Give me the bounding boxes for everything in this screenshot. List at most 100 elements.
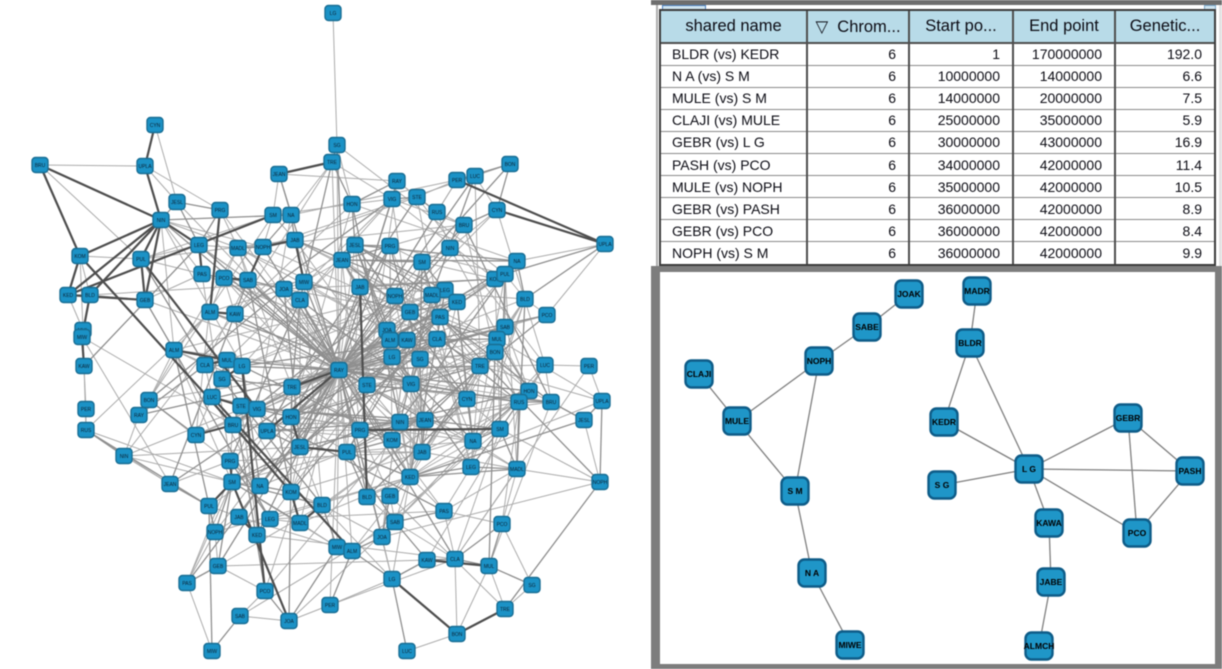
svg-text:LEG: LEG bbox=[194, 243, 204, 249]
svg-text:JAB: JAB bbox=[417, 450, 427, 456]
svg-text:NOPH: NOPH bbox=[388, 294, 403, 300]
svg-text:SAB: SAB bbox=[235, 614, 246, 620]
svg-text:KOM: KOM bbox=[285, 490, 296, 496]
svg-text:PER: PER bbox=[584, 364, 595, 370]
svg-text:UPLA: UPLA bbox=[138, 164, 152, 170]
svg-text:BLD: BLD bbox=[520, 297, 530, 303]
svg-text:JOA: JOA bbox=[382, 328, 392, 334]
svg-text:HON: HON bbox=[285, 415, 297, 421]
svg-text:MIW: MIW bbox=[299, 280, 310, 286]
svg-text:LG: LG bbox=[330, 11, 337, 17]
svg-text:SM: SM bbox=[496, 427, 504, 433]
svg-text:MUL: MUL bbox=[492, 337, 503, 343]
svg-text:JESL: JESL bbox=[349, 243, 361, 249]
svg-text:PER: PER bbox=[325, 603, 336, 609]
svg-text:BON: BON bbox=[452, 632, 463, 638]
svg-text:KAW: KAW bbox=[401, 338, 412, 344]
svg-text:BLD: BLD bbox=[362, 495, 372, 501]
svg-text:PUL: PUL bbox=[204, 504, 214, 510]
svg-text:ALM: ALM bbox=[169, 348, 179, 354]
svg-text:KED: KED bbox=[252, 533, 263, 539]
svg-text:NOPH: NOPH bbox=[208, 530, 223, 536]
svg-text:LUC: LUC bbox=[402, 649, 412, 655]
svg-text:VIG: VIG bbox=[407, 382, 416, 388]
svg-text:NOPH: NOPH bbox=[807, 356, 832, 366]
svg-text:PCO: PCO bbox=[1128, 528, 1147, 538]
svg-text:JOA: JOA bbox=[377, 535, 387, 541]
svg-text:PUL: PUL bbox=[342, 450, 352, 456]
svg-text:TRE: TRE bbox=[475, 364, 486, 370]
svg-text:BLDR: BLDR bbox=[958, 338, 982, 348]
svg-text:JOAK: JOAK bbox=[897, 289, 921, 299]
svg-text:SG: SG bbox=[528, 583, 535, 589]
svg-text:STE: STE bbox=[362, 383, 372, 389]
svg-text:HON: HON bbox=[523, 389, 535, 395]
svg-text:JEAN: JEAN bbox=[273, 172, 286, 178]
svg-text:CYN: CYN bbox=[191, 433, 202, 439]
svg-text:CLA: CLA bbox=[450, 557, 460, 563]
svg-text:MIWE: MIWE bbox=[838, 640, 861, 650]
svg-text:S G: S G bbox=[935, 480, 950, 490]
svg-text:PASH: PASH bbox=[1179, 466, 1202, 476]
svg-text:BRU: BRU bbox=[459, 223, 470, 229]
svg-text:CLA: CLA bbox=[200, 363, 210, 369]
svg-text:HON: HON bbox=[346, 202, 358, 208]
svg-text:LEG: LEG bbox=[466, 465, 476, 471]
svg-text:MADL: MADL bbox=[425, 293, 439, 299]
svg-text:NIN: NIN bbox=[446, 246, 455, 252]
svg-text:GEB: GEB bbox=[213, 564, 224, 570]
svg-text:NA: NA bbox=[514, 259, 522, 265]
svg-text:ALM: ALM bbox=[347, 549, 357, 555]
svg-text:CYN: CYN bbox=[492, 208, 503, 214]
svg-text:CLA: CLA bbox=[432, 337, 442, 343]
svg-text:BRU: BRU bbox=[228, 423, 239, 429]
svg-text:PAS: PAS bbox=[197, 272, 207, 278]
svg-text:MADR: MADR bbox=[964, 286, 990, 296]
svg-text:BRU: BRU bbox=[546, 400, 557, 406]
svg-text:LEG: LEG bbox=[440, 288, 450, 294]
svg-text:TRE: TRE bbox=[287, 385, 298, 391]
svg-text:NIN: NIN bbox=[396, 420, 405, 426]
svg-text:PCO: PCO bbox=[542, 313, 553, 319]
svg-text:MADL: MADL bbox=[231, 246, 245, 252]
svg-text:NOPH: NOPH bbox=[256, 245, 271, 251]
svg-text:KOM: KOM bbox=[74, 254, 85, 260]
svg-text:PCO: PCO bbox=[219, 276, 230, 282]
svg-text:KAW: KAW bbox=[229, 312, 240, 318]
svg-text:S M: S M bbox=[787, 486, 802, 496]
svg-text:GEB: GEB bbox=[405, 310, 416, 316]
svg-text:PRG: PRG bbox=[215, 208, 226, 214]
svg-text:L G: L G bbox=[1022, 464, 1036, 474]
svg-text:RUS: RUS bbox=[514, 400, 525, 406]
svg-text:JESL: JESL bbox=[578, 418, 590, 424]
svg-text:TRE: TRE bbox=[500, 607, 511, 613]
svg-text:KED: KED bbox=[63, 293, 74, 299]
svg-text:PCO: PCO bbox=[497, 522, 508, 528]
svg-text:SG: SG bbox=[218, 377, 225, 383]
svg-text:RAY: RAY bbox=[392, 179, 403, 185]
svg-text:GEB: GEB bbox=[140, 298, 151, 304]
svg-text:KEDR: KEDR bbox=[932, 417, 956, 427]
svg-text:STE: STE bbox=[236, 404, 246, 410]
svg-text:VIG: VIG bbox=[388, 197, 397, 203]
svg-text:ALM: ALM bbox=[385, 338, 395, 344]
svg-text:SG: SG bbox=[333, 143, 340, 149]
svg-text:SAB: SAB bbox=[390, 520, 401, 526]
svg-text:MADL: MADL bbox=[510, 467, 524, 473]
svg-text:N A: N A bbox=[805, 568, 819, 578]
svg-text:BON: BON bbox=[505, 162, 516, 168]
svg-text:UPLA: UPLA bbox=[260, 429, 274, 435]
svg-text:LEG: LEG bbox=[265, 517, 275, 523]
svg-text:KED: KED bbox=[405, 475, 416, 481]
svg-text:JESL: JESL bbox=[294, 445, 306, 451]
svg-text:JOA: JOA bbox=[279, 287, 289, 293]
svg-text:MUL: MUL bbox=[484, 564, 495, 570]
svg-text:LG: LG bbox=[389, 355, 396, 361]
svg-text:MIW: MIW bbox=[332, 545, 343, 551]
svg-text:NA: NA bbox=[470, 439, 478, 445]
svg-text:GEB: GEB bbox=[385, 494, 396, 500]
svg-text:SG: SG bbox=[416, 357, 423, 363]
svg-text:CLA: CLA bbox=[295, 298, 305, 304]
svg-text:SM: SM bbox=[418, 260, 426, 266]
svg-text:LUC: LUC bbox=[470, 174, 480, 180]
